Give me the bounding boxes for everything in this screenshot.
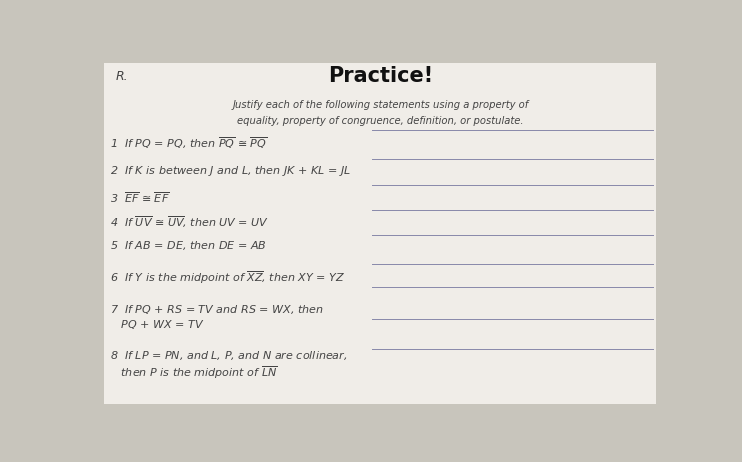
FancyBboxPatch shape — [104, 62, 657, 404]
Text: 1  If $PQ$ = $PQ$, then $\overline{PQ}$ ≅ $\overline{PQ}$: 1 If $PQ$ = $PQ$, then $\overline{PQ}$ ≅… — [110, 135, 267, 151]
Text: 4  If $\overline{UV}$ ≅ $\overline{UV}$, then $UV$ = $UV$: 4 If $\overline{UV}$ ≅ $\overline{UV}$, … — [110, 214, 269, 230]
Text: equality, property of congruence, definition, or postulate.: equality, property of congruence, defini… — [237, 116, 524, 126]
Text: R.: R. — [116, 70, 128, 83]
Text: 6  If $Y$ is the midpoint of $\overline{XZ}$, then $XY$ = $YZ$: 6 If $Y$ is the midpoint of $\overline{X… — [110, 269, 345, 286]
Text: Justify each of the following statements using a property of: Justify each of the following statements… — [232, 100, 528, 110]
Text: 7  If $PQ$ + $RS$ = $TV$ and $RS$ = $WX$, then
   $PQ$ + $WX$ = $TV$: 7 If $PQ$ + $RS$ = $TV$ and $RS$ = $WX$,… — [110, 303, 324, 331]
Text: 5  If $AB$ = $DE$, then $DE$ = $AB$: 5 If $AB$ = $DE$, then $DE$ = $AB$ — [110, 239, 266, 252]
Text: Practice!: Practice! — [328, 66, 433, 86]
Text: 2  If $K$ is between $J$ and $L$, then $JK$ + $KL$ = $JL$: 2 If $K$ is between $J$ and $L$, then $J… — [110, 164, 351, 178]
Text: 3  $\overline{EF}$ ≅ $\overline{EF}$: 3 $\overline{EF}$ ≅ $\overline{EF}$ — [110, 190, 169, 205]
Text: 8  If $LP$ = $PN$, and $L$, $P$, and $N$ are collinear,
   then $P$ is the midpo: 8 If $LP$ = $PN$, and $L$, $P$, and $N$ … — [110, 349, 347, 381]
